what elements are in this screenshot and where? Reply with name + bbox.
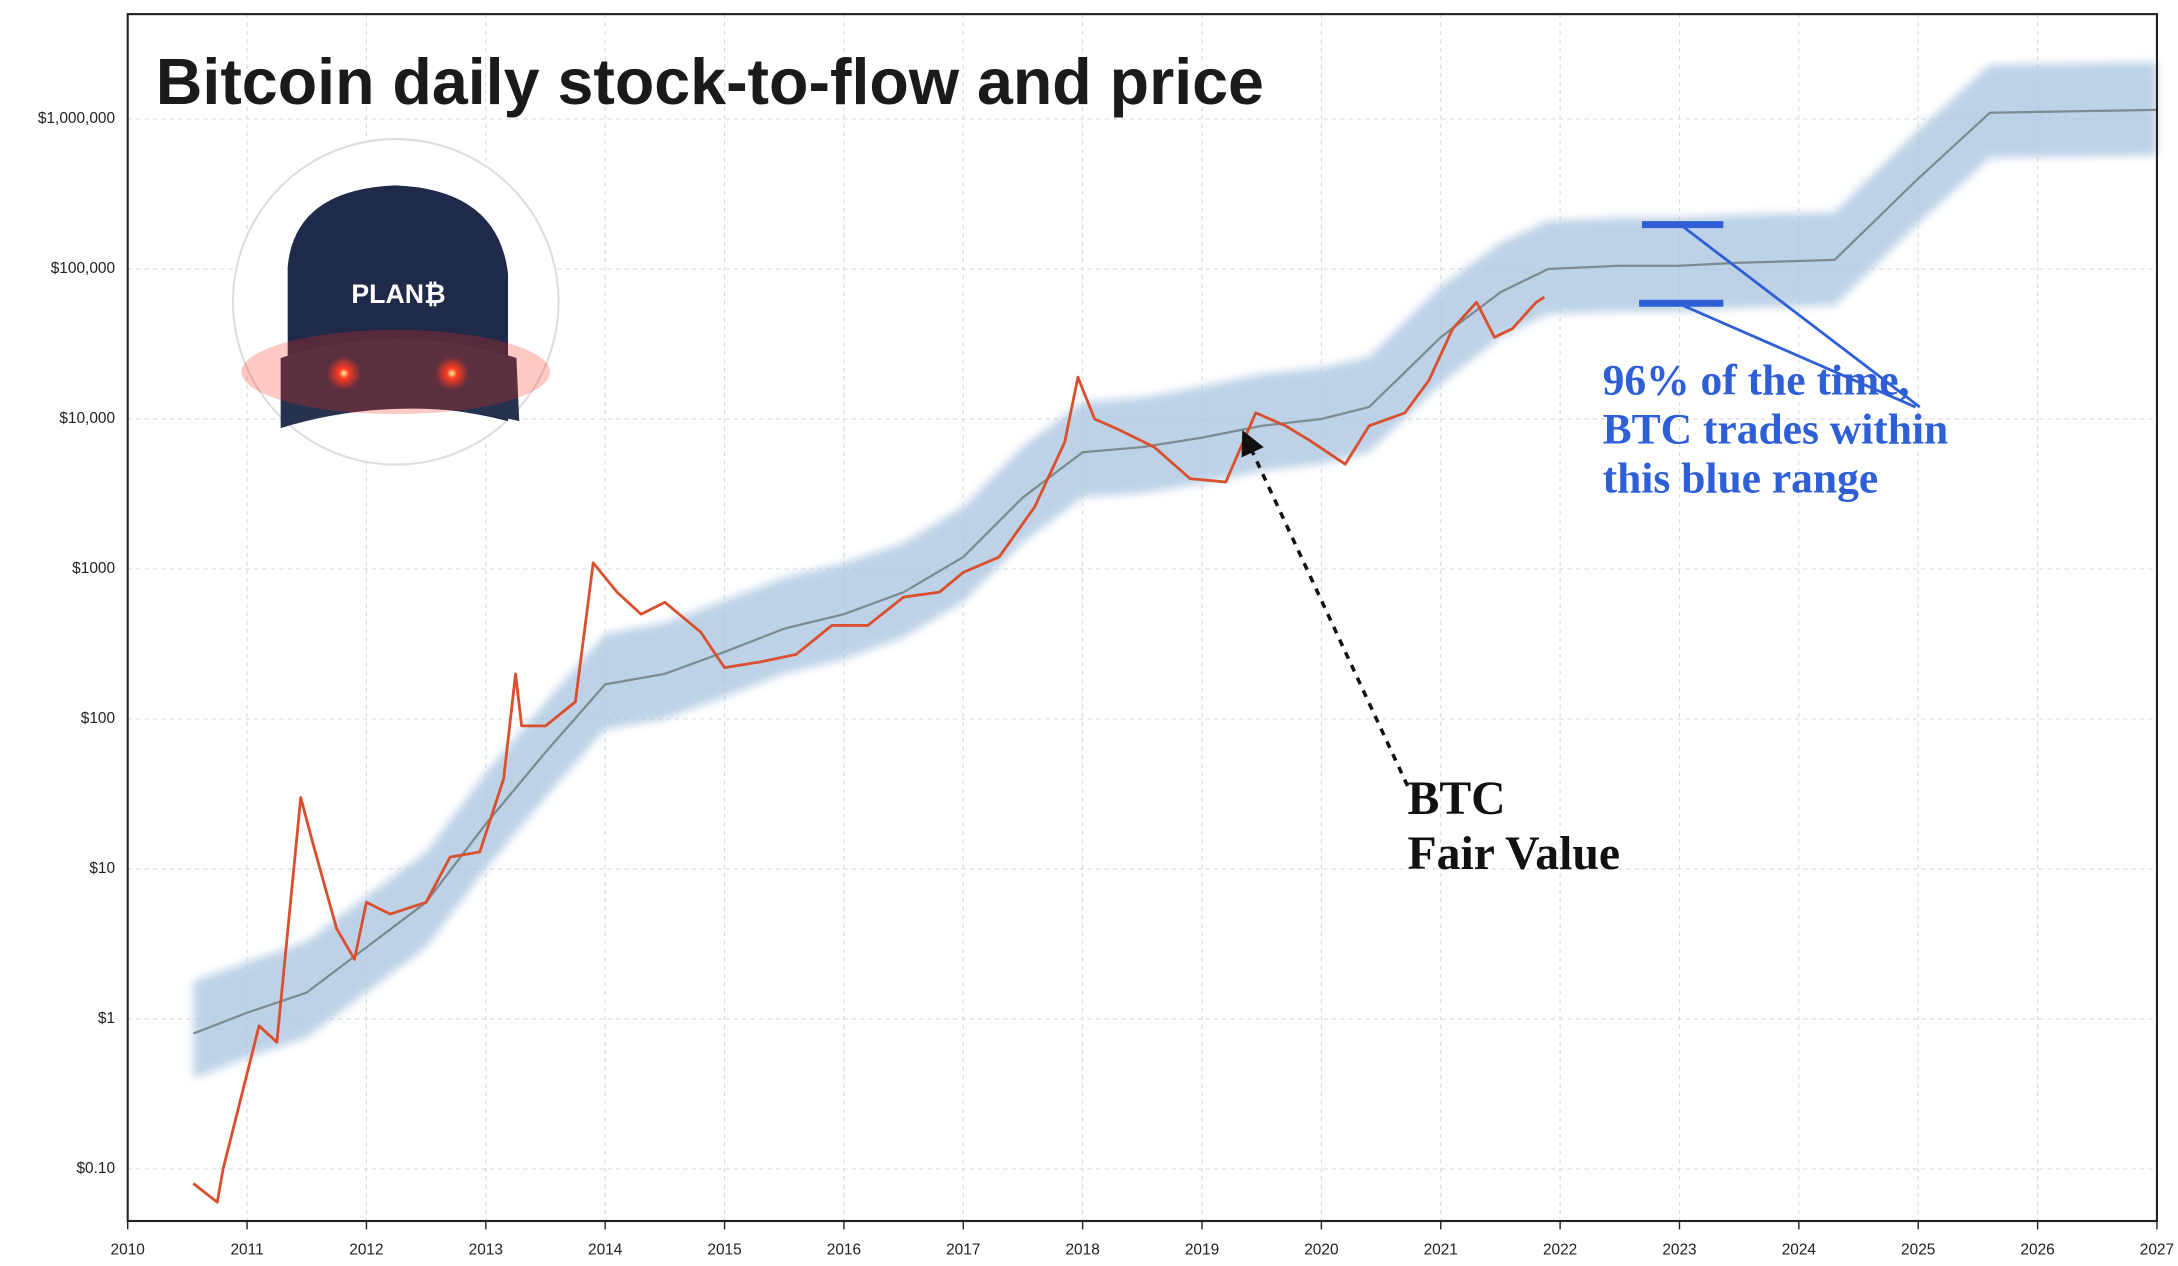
glow [241, 329, 551, 415]
x-tick-label: 2021 [1424, 1242, 1458, 1259]
chart-title: Bitcoin daily stock-to-flow and price [156, 46, 1264, 118]
pointer-line [1683, 304, 1917, 409]
x-tick-label: 2016 [827, 1242, 861, 1259]
fair-value-note: Fair Value [1408, 827, 1620, 880]
fair-value-line [192, 108, 2157, 1035]
plot-frame [126, 13, 2159, 1223]
x-tick-label: 2013 [469, 1242, 503, 1259]
logo: PLAN₿ [231, 137, 560, 466]
x-tick-label: 2020 [1304, 1242, 1338, 1259]
logo-text: PLAN₿ [351, 279, 445, 309]
y-tick-label: $1,000,000 [38, 110, 115, 127]
y-tick-label: $1 [98, 1010, 115, 1027]
range-note: 96% of the time, [1603, 356, 1910, 404]
x-tick-label: 2018 [1065, 1242, 1099, 1259]
y-tick-label: $100,000 [51, 260, 115, 277]
y-tick-label: $0.10 [76, 1160, 115, 1177]
x-tick-label: 2022 [1543, 1242, 1577, 1259]
pointer-line [1683, 226, 1921, 409]
plot-area [192, 61, 2157, 1204]
x-tick-label: 2014 [588, 1242, 623, 1259]
eye [435, 356, 469, 391]
x-tick-label: 2015 [707, 1242, 741, 1259]
x-tick-label: 2017 [946, 1242, 980, 1259]
price-line [192, 295, 1546, 1204]
x-tick-label: 2019 [1185, 1242, 1219, 1259]
x-tick-label: 2027 [2140, 1242, 2174, 1259]
range-annotation: 96% of the time, BTC trades within this … [1603, 221, 1949, 503]
x-tick-label: 2012 [349, 1242, 383, 1259]
y-tick-label: $100 [81, 710, 115, 727]
x-tick-label: 2025 [1901, 1242, 1935, 1259]
fair-value-annotation: BTC Fair Value [1241, 430, 1620, 880]
x-tick-label: 2011 [230, 1242, 263, 1259]
pointer-arrow [1241, 430, 1410, 787]
fair-value-band [193, 61, 2157, 1079]
x-tick-label: 2010 [111, 1242, 145, 1259]
x-tick-label: 2024 [1782, 1242, 1817, 1259]
y-tick-label: $10 [89, 860, 115, 877]
x-tick-label: 2026 [2020, 1242, 2054, 1259]
fair-value-note: BTC [1408, 772, 1506, 825]
y-tick-label: $1000 [72, 560, 115, 577]
y-tick-label: $10,000 [59, 410, 115, 427]
eye [326, 356, 361, 391]
range-note: BTC trades within [1603, 406, 1949, 454]
range-note: this blue range [1603, 455, 1879, 503]
x-tick-label: 2023 [1662, 1242, 1696, 1259]
